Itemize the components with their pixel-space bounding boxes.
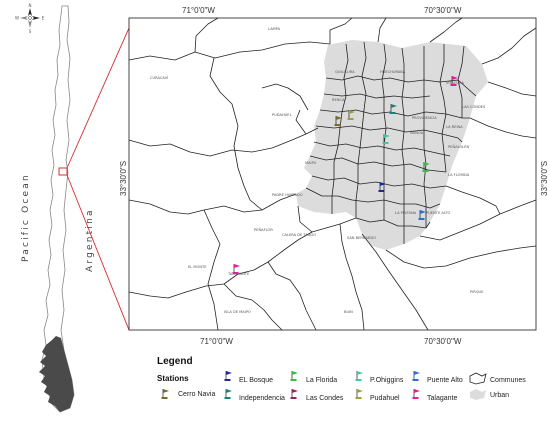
legend-item-cerro-navia: Cerro Navia xyxy=(161,388,215,400)
svg-text:PADRE HURTADO: PADRE HURTADO xyxy=(272,193,303,197)
svg-text:LAS CONDES: LAS CONDES xyxy=(462,105,486,109)
svg-text:HUECHURABA: HUECHURABA xyxy=(380,70,406,74)
svg-text:Independencia: Independencia xyxy=(239,395,285,402)
svg-text:EL MONTE: EL MONTE xyxy=(188,265,207,269)
svg-text:Urban: Urban xyxy=(490,392,509,399)
svg-text:PUENTE ALTO: PUENTE ALTO xyxy=(426,211,451,215)
svg-text:ISLA DE MAIPO: ISLA DE MAIPO xyxy=(224,310,251,314)
study-area-box xyxy=(58,167,68,176)
svg-text:La Florida: La Florida xyxy=(306,377,337,384)
legend: Legend Stations Cerro Navia EL Bosque In… xyxy=(157,356,526,402)
svg-text:RENCA: RENCA xyxy=(332,98,345,102)
legend-item-puente-alto: Puente Alto xyxy=(412,370,463,384)
compass-icon: N S E W xyxy=(15,3,45,34)
legend-item-independencia: Independencia xyxy=(224,388,285,402)
coord-top-right: 70°30'0"W xyxy=(424,6,462,15)
country-label: Argentina xyxy=(85,208,95,272)
coord-bottom-right: 70°30'0"W xyxy=(424,337,462,346)
coord-right-lat: 33°30'0"S xyxy=(540,161,549,196)
legend-item-urban: Urban xyxy=(470,389,509,400)
svg-text:P.Ohiggins: P.Ohiggins xyxy=(370,377,404,384)
legend-item-el-bosque: EL Bosque xyxy=(224,370,273,384)
svg-text:LA PINTANA: LA PINTANA xyxy=(395,211,417,215)
svg-text:Pudahuel: Pudahuel xyxy=(370,395,400,402)
svg-text:QUILICURA: QUILICURA xyxy=(335,70,355,74)
svg-text:ÑUÑOA: ÑUÑOA xyxy=(410,130,424,135)
svg-text:PIRQUE: PIRQUE xyxy=(470,290,484,294)
svg-text:Las Condes: Las Condes xyxy=(306,395,344,402)
urban-area-icon xyxy=(470,389,486,400)
svg-text:BUIN: BUIN xyxy=(344,310,353,314)
svg-text:W: W xyxy=(15,16,19,21)
station-flag-icon xyxy=(355,370,364,382)
legend-item-las-condes: Las Condes xyxy=(290,388,344,402)
svg-text:Puente Alto: Puente Alto xyxy=(427,377,463,384)
svg-text:N: N xyxy=(29,3,32,8)
legend-item-communes: Communes xyxy=(469,372,526,385)
station-flag-icon xyxy=(355,388,364,400)
legend-item-pudahuel: Pudahuel xyxy=(355,388,400,402)
svg-text:Talagante: Talagante xyxy=(427,395,457,402)
svg-text:VITACURA: VITACURA xyxy=(446,81,464,85)
station-flag-icon xyxy=(412,388,421,400)
svg-text:Communes: Communes xyxy=(490,377,526,384)
svg-text:CALERA DE TANGO: CALERA DE TANGO xyxy=(282,233,316,237)
coord-bottom-left: 71°0'0"W xyxy=(200,337,233,346)
commune-outline-icon xyxy=(469,372,487,385)
svg-text:Cerro Navia: Cerro Navia xyxy=(178,391,215,398)
svg-text:LAMPA: LAMPA xyxy=(268,27,281,31)
legend-item-talagante: Talagante xyxy=(412,388,457,402)
legend-item-la-florida: La Florida xyxy=(290,370,337,384)
svg-text:S: S xyxy=(29,29,32,34)
station-flag-icon xyxy=(290,370,299,382)
legend-title: Legend xyxy=(157,356,193,367)
svg-text:PROVIDENCIA: PROVIDENCIA xyxy=(412,116,437,120)
station-flag-icon xyxy=(224,388,233,400)
coord-left-lat: 33°30'0"S xyxy=(119,161,128,196)
ocean-label: Pacific Ocean xyxy=(21,173,31,262)
svg-text:CURACAVÍ: CURACAVÍ xyxy=(150,75,168,80)
coord-top-left: 71°0'0"W xyxy=(182,6,215,15)
station-flag-icon xyxy=(161,388,170,400)
station-flag-icon xyxy=(290,388,299,400)
main-map: LAMPA CURACAVÍ PUDAHUEL QUILICURA HUECHU… xyxy=(119,6,549,346)
legend-stations-title: Stations xyxy=(157,374,189,383)
svg-text:LA REINA: LA REINA xyxy=(446,125,463,129)
legend-item-p-ohiggins: P.Ohiggins xyxy=(355,370,404,384)
svg-text:MAIPÚ: MAIPÚ xyxy=(305,160,317,165)
svg-text:E: E xyxy=(42,16,45,21)
svg-text:LA FLORIDA: LA FLORIDA xyxy=(448,173,470,177)
station-flag-icon xyxy=(224,370,233,382)
overview-map: Pacific Ocean Argentina N S E W xyxy=(15,3,130,413)
svg-text:SAN BERNARDO: SAN BERNARDO xyxy=(347,236,376,240)
svg-text:PUDAHUEL: PUDAHUEL xyxy=(272,113,292,117)
svg-text:PEÑALOLÉN: PEÑALOLÉN xyxy=(448,144,470,149)
patagonia-fjords xyxy=(39,336,74,412)
station-flag-icon xyxy=(412,370,421,382)
svg-text:EL Bosque: EL Bosque xyxy=(239,377,273,384)
svg-text:PEÑAFLOR: PEÑAFLOR xyxy=(254,227,273,232)
commune-boundaries xyxy=(128,17,537,331)
